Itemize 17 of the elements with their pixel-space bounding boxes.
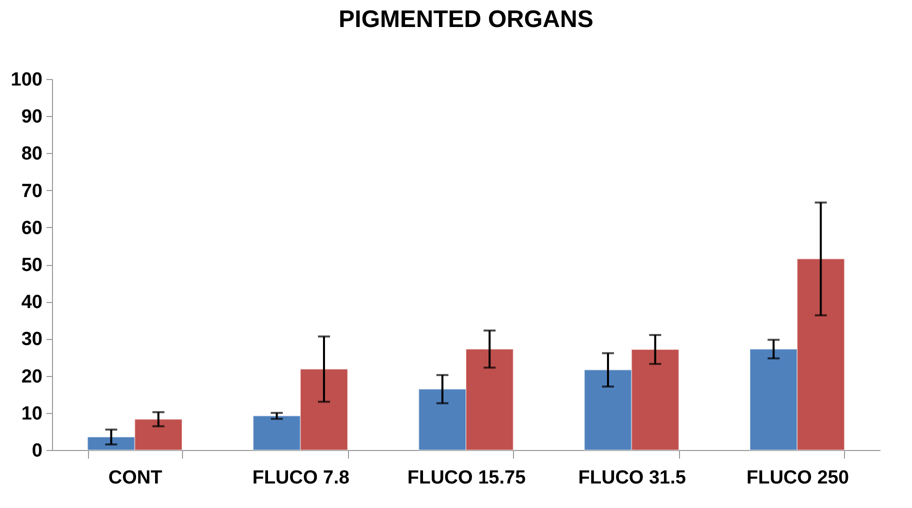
y-tick-label: 90 bbox=[21, 106, 42, 128]
y-tick-label: 60 bbox=[21, 218, 42, 239]
y-tick-label: 100 bbox=[10, 70, 42, 90]
x-tick-label: CONT bbox=[108, 468, 163, 488]
y-tick-label: 30 bbox=[21, 329, 42, 350]
y-tick-label: 80 bbox=[21, 144, 42, 165]
x-tick-label: FLUCO 15.75 bbox=[407, 468, 526, 488]
y-tick-label: 40 bbox=[21, 292, 42, 314]
y-tick-label: 10 bbox=[21, 403, 42, 424]
y-tick-label: 70 bbox=[21, 180, 42, 202]
x-tick-label: FLUCO 7.8 bbox=[252, 468, 350, 488]
x-tick-label: FLUCO 31.5 bbox=[578, 468, 686, 488]
x-tick-label: FLUCO 250 bbox=[746, 468, 849, 488]
y-tick-label: 50 bbox=[21, 255, 42, 276]
chart-title: PIGMENTED ORGANS bbox=[338, 6, 594, 33]
y-tick-label: 0 bbox=[32, 440, 42, 462]
y-tick-label: 20 bbox=[21, 366, 42, 388]
